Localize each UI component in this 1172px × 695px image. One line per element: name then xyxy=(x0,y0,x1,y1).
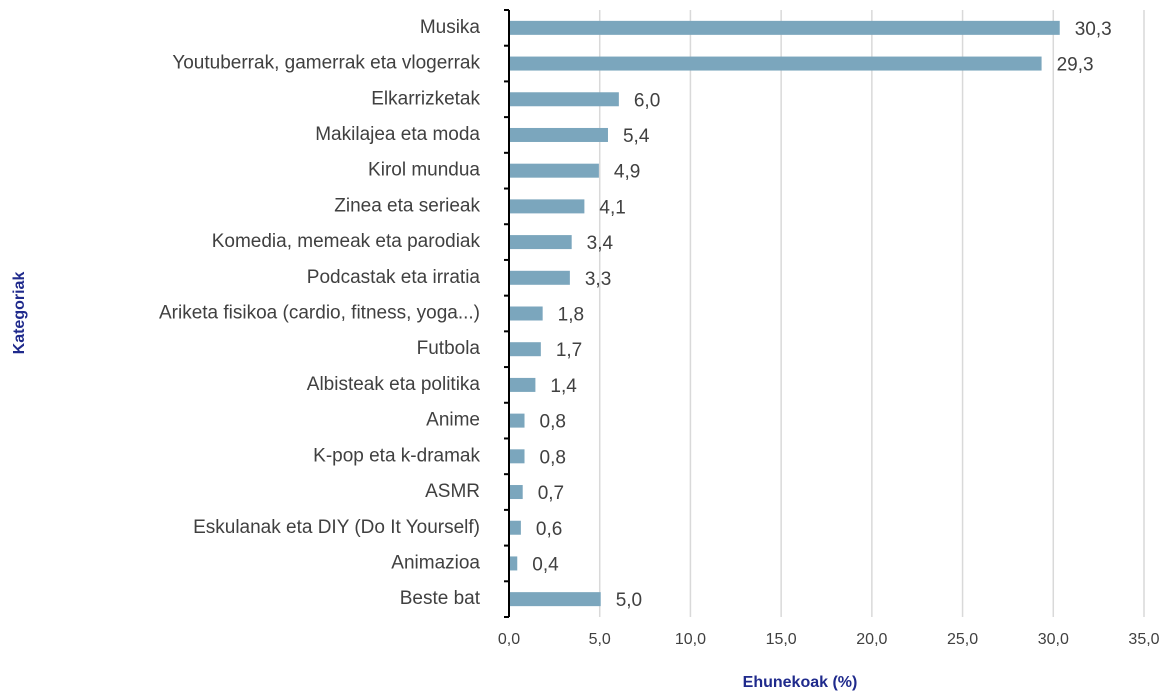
bar xyxy=(510,270,570,285)
x-tick-label: 10,0 xyxy=(675,631,706,648)
category-label: K-pop eta k-dramak xyxy=(313,445,480,466)
x-tick-label: 35,0 xyxy=(1128,631,1159,648)
bar xyxy=(510,92,619,107)
data-label: 3,3 xyxy=(585,269,611,290)
category-label: Youtuberrak, gamerrak eta vlogerrak xyxy=(172,53,480,74)
x-tick-label: 20,0 xyxy=(856,631,887,648)
bar xyxy=(510,56,1042,71)
category-label: Animazioa xyxy=(391,552,480,573)
category-label: Komedia, memeak eta parodiak xyxy=(212,231,481,252)
x-tick-label: 25,0 xyxy=(947,631,978,648)
data-label: 0,8 xyxy=(540,412,566,433)
bar xyxy=(510,199,585,214)
bar xyxy=(510,342,541,357)
bar xyxy=(510,20,1060,35)
x-tick-label: 5,0 xyxy=(589,631,611,648)
data-label: 1,7 xyxy=(556,340,582,361)
category-label: Beste bat xyxy=(400,588,481,609)
y-axis-title: Kategoriak xyxy=(11,272,28,355)
data-label: 0,7 xyxy=(538,483,564,504)
category-label: Elkarrizketak xyxy=(371,88,480,109)
data-label: 5,4 xyxy=(623,126,650,147)
category-label: Zinea eta serieak xyxy=(334,195,480,216)
data-label: 6,0 xyxy=(634,90,660,111)
bar xyxy=(510,235,572,250)
bar xyxy=(510,520,521,535)
x-tick-label: 15,0 xyxy=(766,631,797,648)
data-label: 1,4 xyxy=(550,376,577,397)
bar xyxy=(510,127,608,142)
data-label: 4,9 xyxy=(614,162,640,183)
data-label: 30,3 xyxy=(1075,19,1112,40)
bar xyxy=(510,306,543,321)
data-label: 0,8 xyxy=(540,447,566,468)
category-label: Makilajea eta moda xyxy=(315,124,480,145)
x-axis-title: Ehunekoak (%) xyxy=(743,674,858,691)
bar xyxy=(510,377,536,392)
category-label: ASMR xyxy=(425,481,480,502)
category-label: Futbola xyxy=(417,338,481,359)
bar xyxy=(510,413,525,428)
data-label: 4,1 xyxy=(599,197,625,218)
bar xyxy=(510,449,525,464)
category-label: Musika xyxy=(420,17,481,38)
category-label: Podcastak eta irratia xyxy=(307,267,481,288)
bar xyxy=(510,485,523,500)
category-label: Kirol mundua xyxy=(368,160,480,181)
data-label: 1,8 xyxy=(558,305,584,326)
bar xyxy=(510,163,599,178)
data-label: 29,3 xyxy=(1057,55,1094,76)
bar xyxy=(510,556,518,571)
data-label: 5,0 xyxy=(616,590,642,611)
category-label: Eskulanak eta DIY (Do It Yourself) xyxy=(193,517,480,538)
x-tick-label: 30,0 xyxy=(1038,631,1069,648)
x-tick-label: 0,0 xyxy=(498,631,520,648)
category-label: Albisteak eta politika xyxy=(307,374,481,395)
bar xyxy=(510,592,601,607)
category-label: Ariketa fisikoa (cardio, fitness, yoga..… xyxy=(159,303,480,324)
data-label: 0,4 xyxy=(532,554,559,575)
category-label: Anime xyxy=(426,410,480,431)
data-label: 0,6 xyxy=(536,519,562,540)
data-label: 3,4 xyxy=(587,233,614,254)
